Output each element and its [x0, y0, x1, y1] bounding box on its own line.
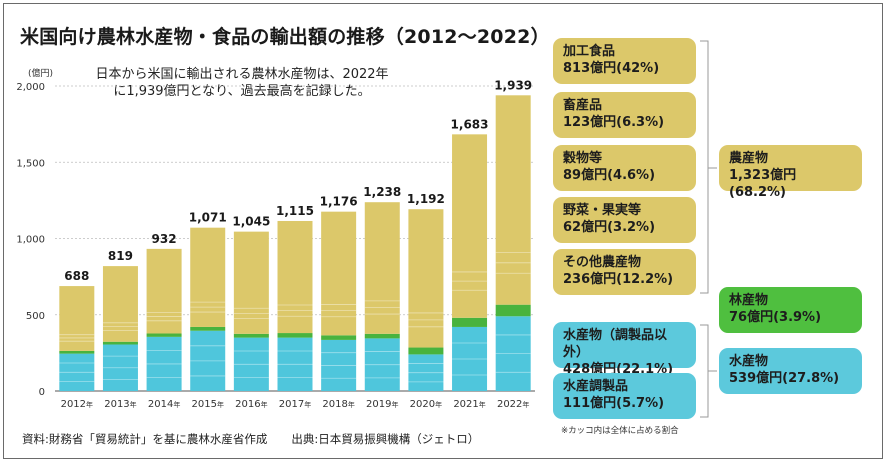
bar-total-label: 1,939 — [494, 78, 532, 92]
breakdown-grains: 穀物等 89億円(4.6%) — [553, 145, 696, 191]
bar-fish — [408, 354, 444, 391]
bar-fish — [102, 344, 138, 391]
x-tick-label: 2019年 — [366, 399, 398, 410]
breakdown-fish-non-processed: 水産物（調製品以外） 428億円(22.1%) — [553, 322, 696, 377]
bar-agri — [277, 220, 313, 334]
breakdown-name: 畜産品 — [563, 98, 603, 113]
chart-title: 米国向け農林水産物・食品の輸出額の推移（2012〜2022） — [20, 26, 550, 48]
bar-fish — [321, 339, 357, 391]
y-tick-label: 1,500 — [16, 158, 45, 169]
breakdown-value: 813億円(42%) — [563, 61, 660, 76]
bar-agri — [102, 266, 138, 342]
breakdown-value: 89億円(4.6%) — [563, 168, 656, 183]
group-forest: 林産物 76億円(3.9%) — [719, 287, 862, 333]
x-tick-label: 2016年 — [235, 399, 267, 410]
breakdown-fish-processed: 水産調製品 111億円(5.7%) — [553, 373, 696, 419]
bar-total-label: 1,071 — [189, 211, 227, 225]
bar-agri — [495, 95, 531, 305]
breakdown-value: 62億円(3.2%) — [563, 220, 656, 235]
bar-agri — [408, 209, 444, 348]
group-name: 農産物 — [729, 151, 769, 166]
x-tick-label: 2017年 — [279, 399, 311, 410]
breakdown-name: 水産物（調製品以外） — [563, 328, 668, 360]
bar-forest — [495, 304, 531, 317]
breakdown-livestock: 畜産品 123億円(6.3%) — [553, 92, 696, 138]
breakdown-value: 111億円(5.7%) — [563, 396, 665, 411]
group-agri: 農産物 1,323億円(68.2%) — [719, 145, 862, 200]
bar-fish — [364, 338, 400, 391]
bar-forest — [321, 335, 357, 340]
bar-total-label: 1,115 — [276, 204, 314, 218]
bar-forest — [102, 341, 138, 345]
bar-fish — [233, 337, 269, 391]
bar-agri — [59, 286, 95, 351]
bar-agri — [146, 248, 182, 334]
bar-forest — [59, 350, 95, 354]
breakdown-name: 穀物等 — [563, 151, 603, 166]
breakdown-name: 水産調製品 — [563, 379, 629, 394]
group-value: 1,323億円(68.2%) — [729, 168, 797, 200]
breakdown-value: 123億円(6.3%) — [563, 115, 665, 130]
y-axis-unit: (億円) — [28, 69, 54, 79]
bar-forest — [233, 333, 269, 338]
x-tick-label: 2018年 — [322, 399, 354, 410]
bar-fish — [452, 326, 488, 391]
bar-forest — [408, 347, 444, 355]
breakdown-vegetables-fruits: 野菜・果実等 62億円(3.2%) — [553, 197, 696, 243]
group-name: 林産物 — [729, 293, 769, 308]
breakdown-name: その他農産物 — [563, 255, 642, 270]
bar-forest — [190, 326, 226, 331]
bar-agri — [233, 231, 269, 334]
bar-fish — [495, 316, 531, 391]
bar-total-label: 1,045 — [232, 215, 270, 229]
source-origin: 出典:日本貿易振興機構（ジェトロ） — [291, 432, 480, 446]
y-tick-label: 2,000 — [16, 82, 45, 93]
breakdown-value: 236億円(12.2%) — [563, 272, 674, 287]
x-tick-label: 2020年 — [410, 399, 442, 410]
bar-fish — [190, 330, 226, 391]
breakdown-processed-food: 加工食品 813億円(42%) — [553, 38, 696, 84]
y-tick-label: 0 — [39, 387, 45, 398]
group-fish: 水産物 539億円(27.8%) — [719, 348, 862, 394]
x-tick-label: 2012年 — [61, 399, 93, 410]
breakdown-name: 野菜・果実等 — [563, 203, 642, 218]
bar-total-label: 688 — [64, 269, 89, 283]
bar-fish — [277, 337, 313, 391]
percentage-note: ※カッコ内は全体に占める割合 — [561, 426, 679, 436]
bar-total-label: 1,683 — [451, 117, 489, 131]
bar-total-label: 1,192 — [407, 192, 445, 206]
bar-forest — [146, 333, 182, 337]
bar-agri — [364, 202, 400, 334]
y-tick-label: 500 — [26, 311, 45, 322]
bar-fish — [146, 336, 182, 391]
chart-annotation: 日本から米国に輸出される農林水産物は、2022年に1,939億円となり、過去最高… — [95, 67, 389, 99]
source-data: 資料:財務省「貿易統計」を基に農林水産省作成 — [22, 432, 268, 446]
breakdown-name: 加工食品 — [563, 44, 616, 59]
bar-total-label: 1,238 — [363, 185, 401, 199]
x-tick-label: 2022年 — [497, 399, 529, 410]
group-value: 539億円(27.8%) — [729, 371, 840, 386]
bar-forest — [452, 317, 488, 327]
bar-total-label: 1,176 — [320, 195, 358, 209]
x-tick-label: 2015年 — [192, 399, 224, 410]
source-line: 資料:財務省「貿易統計」を基に農林水産省作成 出典:日本貿易振興機構（ジェトロ） — [22, 431, 503, 447]
bar-forest — [277, 333, 313, 338]
bar-agri — [190, 227, 226, 327]
bar-fish — [59, 353, 95, 391]
bar-total-label: 819 — [108, 249, 133, 263]
bar-total-label: 932 — [152, 232, 177, 246]
group-name: 水産物 — [729, 354, 769, 369]
group-value: 76億円(3.9%) — [729, 310, 822, 325]
bar-agri — [452, 134, 488, 318]
bar-forest — [364, 333, 400, 339]
bar-agri — [321, 211, 357, 336]
y-tick-label: 1,000 — [16, 235, 45, 246]
x-tick-label: 2013年 — [104, 399, 136, 410]
breakdown-other-agri: その他農産物 236億円(12.2%) — [553, 249, 696, 295]
x-tick-label: 2021年 — [453, 399, 485, 410]
x-tick-label: 2014年 — [148, 399, 180, 410]
